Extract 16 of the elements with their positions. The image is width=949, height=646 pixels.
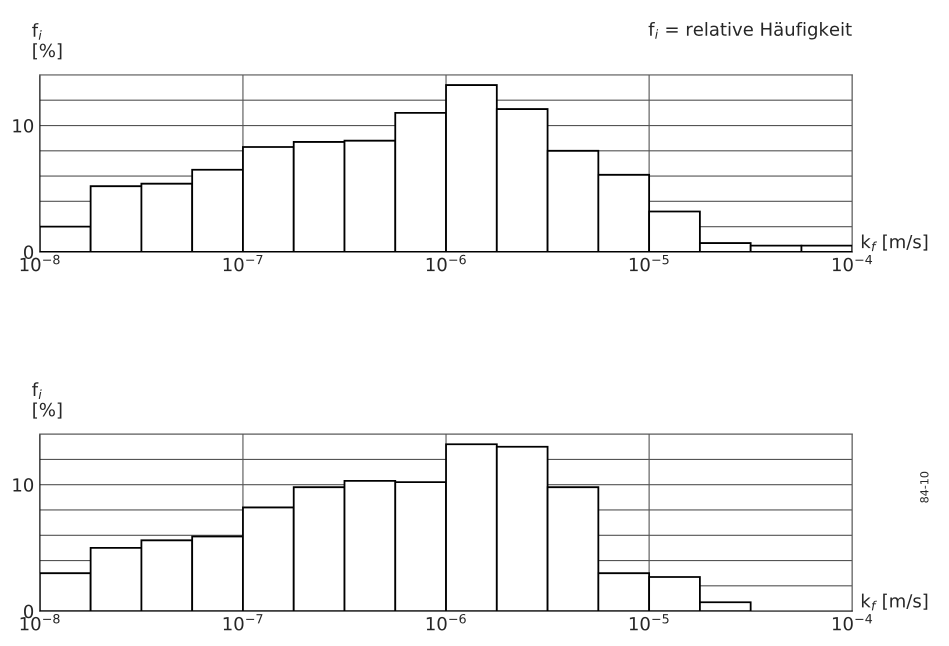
x-tick-label: 10$^{−5}$ (630, 254, 669, 272)
x-tick-label: 10$^{−7}$ (224, 254, 262, 272)
x-tick-label: 10$^{−4}$ (832, 614, 872, 631)
x-tick-label: 10$^{−6}$ (426, 254, 466, 272)
y-tick-label: 10 (13, 118, 34, 133)
x-tick-label: 10$^{−6}$ (426, 614, 466, 631)
x-axis-title: k$_{f}$ [m/s] (862, 234, 928, 252)
text: f$_{i}$ = relative Häufigkeit (648, 22, 852, 40)
x-tick-label: 10$^{−4}$ (832, 254, 872, 272)
x-axis-title: k$_{f}$ [m/s] (862, 594, 928, 610)
x-tick-label: 10$^{−7}$ (224, 614, 262, 631)
text: 84-10 (920, 472, 929, 503)
y-axis-title: f$_{i}$ [%] (32, 382, 62, 419)
x-tick-label: 10$^{−5}$ (630, 614, 669, 631)
y-tick-label: 10 (13, 478, 34, 492)
y-axis-title: f$_{i}$ [%] (32, 23, 62, 60)
